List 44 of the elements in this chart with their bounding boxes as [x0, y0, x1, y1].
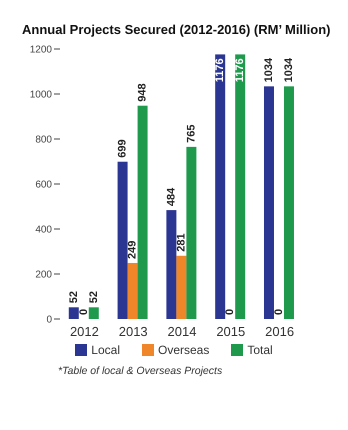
bar: [138, 106, 148, 319]
x-tick-label: 2013: [118, 324, 148, 340]
x-tick-label: 2012: [70, 324, 99, 340]
data-label: 765: [185, 124, 198, 143]
data-label: 699: [116, 139, 129, 158]
data-label: 0: [78, 308, 90, 315]
y-tick-label: 800: [35, 134, 52, 146]
bar: [68, 307, 79, 319]
y-tick-label: 1000: [30, 90, 52, 101]
data-label: 1176: [234, 58, 246, 82]
y-tick-label: 400: [35, 224, 52, 236]
data-label: 1176: [214, 58, 226, 82]
data-label: 0: [272, 308, 285, 315]
bar: [215, 54, 226, 319]
data-label: 1034: [282, 56, 295, 82]
bar: [128, 262, 138, 319]
data-label: 1034: [262, 56, 275, 82]
y-tick-label: 1200: [30, 44, 52, 56]
data-label: 484: [165, 186, 178, 206]
bar: [166, 210, 176, 319]
bar: [284, 86, 294, 319]
bar: [176, 256, 186, 319]
bar: [118, 162, 128, 319]
data-label: 948: [136, 83, 149, 102]
x-tick-label: 2016: [265, 324, 294, 340]
legend-label: Total: [246, 343, 273, 357]
y-tick-label: 600: [35, 180, 52, 191]
data-label: 281: [175, 233, 188, 252]
data-label: 249: [126, 240, 139, 259]
text: *Table of local & Overseas Projects: [57, 364, 224, 377]
legend-label: Local: [90, 343, 120, 357]
bar: [235, 54, 246, 319]
bar: [186, 146, 196, 319]
data-label: 52: [68, 291, 80, 304]
legend-label: Overseas: [156, 343, 210, 357]
x-tick-label: 2014: [168, 324, 196, 340]
data-label: 0: [224, 308, 236, 315]
x-tick-label: 2015: [216, 324, 246, 340]
y-tick-label: 0: [46, 314, 52, 326]
data-label: 52: [88, 291, 100, 304]
bar: [264, 86, 274, 319]
chart-title: Annual Projects Secured (2012-2016) (RM’ Million): [21, 21, 332, 39]
y-tick-label: 200: [35, 270, 52, 281]
bar: [88, 307, 99, 319]
